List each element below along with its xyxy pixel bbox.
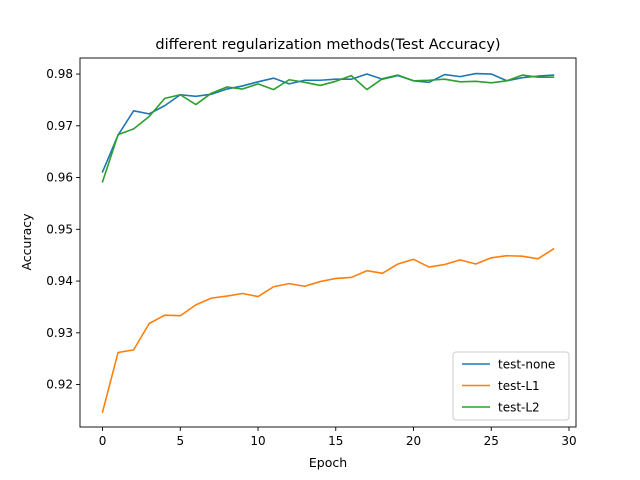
series-line-test-L1 — [101, 247, 555, 413]
x-axis-label: Epoch — [309, 455, 347, 470]
x-tick-label: 15 — [328, 434, 343, 448]
legend-label-test-L1: test-L1 — [498, 379, 540, 393]
y-tick-label: 0.92 — [46, 378, 73, 392]
series-line-test-L2 — [101, 74, 555, 183]
x-tick-label: 30 — [561, 434, 576, 448]
y-axis: 0.92 0.93 0.94 0.95 0.96 0.97 0.98 — [46, 67, 80, 392]
series-line-test-none — [101, 72, 555, 173]
y-tick-label: 0.96 — [46, 171, 73, 185]
legend-label-test-L2: test-L2 — [498, 401, 540, 415]
y-tick-label: 0.95 — [46, 222, 73, 236]
chart-title: different regularization methods(Test Ac… — [155, 37, 500, 53]
y-tick-label: 0.97 — [46, 119, 73, 133]
y-tick-label: 0.93 — [46, 326, 73, 340]
x-tick-label: 25 — [484, 434, 499, 448]
y-tick-label: 0.98 — [46, 67, 73, 81]
series-layer — [101, 72, 555, 413]
plot-frame — [79, 57, 577, 428]
y-axis-label: Accuracy — [19, 213, 34, 271]
legend-label-test-none: test-none — [498, 358, 555, 372]
legend-box — [452, 351, 570, 421]
x-tick-label: 0 — [99, 434, 107, 448]
x-tick-label: 10 — [250, 434, 265, 448]
y-tick-label: 0.94 — [46, 274, 73, 288]
x-axis: 0 5 10 15 20 25 30 — [99, 427, 577, 448]
legend: test-none test-L1 test-L2 — [452, 351, 570, 421]
x-tick-label: 5 — [176, 434, 184, 448]
x-tick-label: 20 — [406, 434, 421, 448]
